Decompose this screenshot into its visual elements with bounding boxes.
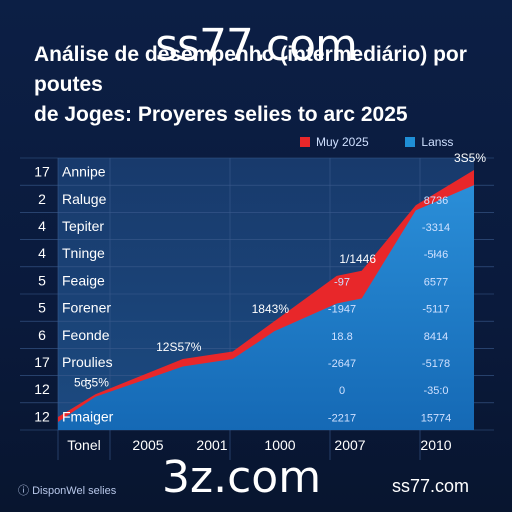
chart-legend: Muy 2025 Lanss — [300, 134, 453, 149]
mid-value: -2647 — [328, 358, 356, 370]
row-value: 6577 — [424, 276, 448, 288]
mid-value: 0 — [339, 385, 345, 397]
mid-values: -97 -1947 18.8 -2647 0 -2217 — [328, 276, 356, 424]
info-icon: ⓘ — [18, 485, 29, 497]
row-label: Forener — [62, 300, 111, 316]
row-value: -3314 — [422, 222, 450, 234]
row-value: 8414 — [424, 331, 448, 343]
row-value: 15774 — [421, 412, 452, 424]
x-tick-label: 2005 — [132, 437, 163, 453]
mid-value: -1947 — [328, 304, 356, 316]
x-tick-label: 1000 — [264, 437, 295, 453]
row-label: Feonde — [62, 327, 110, 343]
x-axis-ticks: Tonel 2005 2001 1000 2007 2010 — [67, 437, 452, 453]
annotations: 5ʤ5% 12S57% 1843% 1/1446 3S5% — [74, 151, 486, 389]
row-labels: 17 Annipe 2 Raluge 8736 4 Tepiter -3314 4 Tninge -… — [34, 164, 451, 425]
row-value: 8736 — [424, 195, 448, 207]
row-number: 17 — [34, 354, 50, 370]
row-label: Annipe — [62, 164, 106, 180]
x-tick-label: 2010 — [420, 437, 451, 453]
data-label: 5ʤ5% — [74, 375, 109, 389]
legend-label-2: Lanss — [421, 134, 454, 149]
x-tick-label: 2001 — [196, 437, 227, 453]
data-label: 3S5% — [454, 151, 486, 165]
legend-swatch-red — [300, 136, 310, 147]
chart-title-line-1: Análise de desempenho (intermediário) po… — [34, 43, 467, 96]
data-label: 12S57% — [156, 340, 202, 354]
row-label: Fmaiger — [62, 408, 114, 424]
row-value: -35:0 — [423, 385, 448, 397]
row-label: Tninge — [62, 245, 105, 261]
row-number: 2 — [38, 191, 46, 207]
x-tick-label: 2007 — [334, 437, 365, 453]
row-number: 5 — [38, 300, 46, 316]
row-number: 12 — [34, 381, 50, 397]
mid-value: -97 — [334, 276, 350, 288]
row-label: Proulies — [62, 354, 113, 370]
row-value: -5117 — [422, 304, 449, 316]
row-value: -5ł46 — [424, 249, 448, 261]
series-blue-area — [58, 185, 474, 430]
row-label: Feaige — [62, 272, 105, 288]
footer-source: ⓘ DisponWel selies — [18, 482, 116, 498]
footer-source-text: DisponWel selies — [32, 485, 117, 497]
mid-value: 18.8 — [331, 331, 352, 343]
legend-label-1: Muy 2025 — [316, 134, 369, 149]
row-number: 4 — [38, 218, 46, 234]
footer-watermark: ss77.com — [392, 476, 470, 496]
chart-title: Análise de desempenho (intermediário) po… — [34, 40, 494, 130]
row-label: Tepiter — [62, 218, 104, 234]
data-label: 1/1446 — [339, 252, 376, 266]
row-number: 5 — [38, 272, 46, 288]
mid-value: -2217 — [328, 412, 356, 424]
row-value: -5178 — [422, 358, 450, 370]
row-number: 4 — [38, 245, 46, 261]
watermark-top: ss77.com — [155, 20, 358, 71]
row-label: Raluge — [62, 191, 107, 207]
row-number: 12 — [34, 408, 50, 424]
watermark-bottom: 3z.com — [162, 452, 322, 503]
row-number: 6 — [38, 327, 46, 343]
x-tick-label: Tonel — [67, 437, 100, 453]
row-number: 17 — [34, 164, 50, 180]
data-label: 1843% — [252, 302, 290, 316]
legend-swatch-blue — [405, 136, 416, 147]
chart-title-line-2: de Joges: Proyeres selies to arc 2025 — [34, 103, 408, 126]
